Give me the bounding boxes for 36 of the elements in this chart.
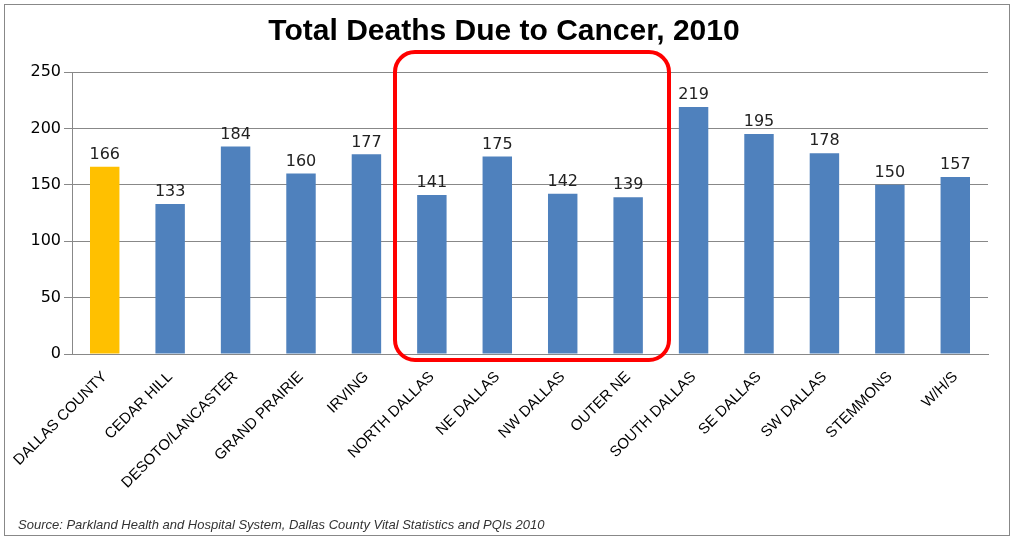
chart-title: Total Deaths Due to Cancer, 2010: [268, 13, 740, 47]
bar: [351, 154, 382, 354]
bar: [744, 134, 774, 354]
bar: [482, 156, 513, 354]
data-label: 150: [874, 161, 906, 181]
y-tick-label: 50: [40, 286, 61, 306]
data-label: 184: [220, 123, 251, 143]
data-label: 178: [809, 130, 840, 150]
bar: [613, 197, 643, 354]
y-tick-label: 250: [30, 61, 61, 81]
bar: [678, 106, 709, 354]
data-label: 219: [678, 84, 709, 104]
data-label: 157: [940, 154, 971, 174]
data-label: 133: [154, 181, 186, 201]
bar: [155, 204, 185, 354]
bar: [286, 173, 316, 354]
data-label: 166: [89, 143, 120, 163]
data-label: 177: [351, 131, 382, 151]
data-label: 175: [482, 133, 513, 153]
bar: [875, 184, 905, 354]
source-note: Source: Parkland Health and Hospital System, Dallas County Vital Statistics and PQIs 2010: [18, 517, 546, 533]
data-label: 142: [547, 171, 578, 191]
bar: [220, 146, 251, 354]
y-tick-label: 100: [30, 230, 61, 250]
y-tick-label: 0: [50, 343, 61, 363]
bar: [940, 176, 971, 354]
data-label: 160: [285, 150, 317, 170]
bar: [809, 153, 840, 354]
bar: [89, 166, 120, 354]
y-tick-label: 200: [30, 117, 61, 137]
bar: [417, 194, 447, 354]
data-label: 139: [612, 174, 644, 194]
data-label: 141: [416, 172, 448, 192]
bar: [547, 193, 578, 354]
data-label: 195: [743, 111, 775, 131]
y-tick-label: 150: [30, 173, 61, 193]
